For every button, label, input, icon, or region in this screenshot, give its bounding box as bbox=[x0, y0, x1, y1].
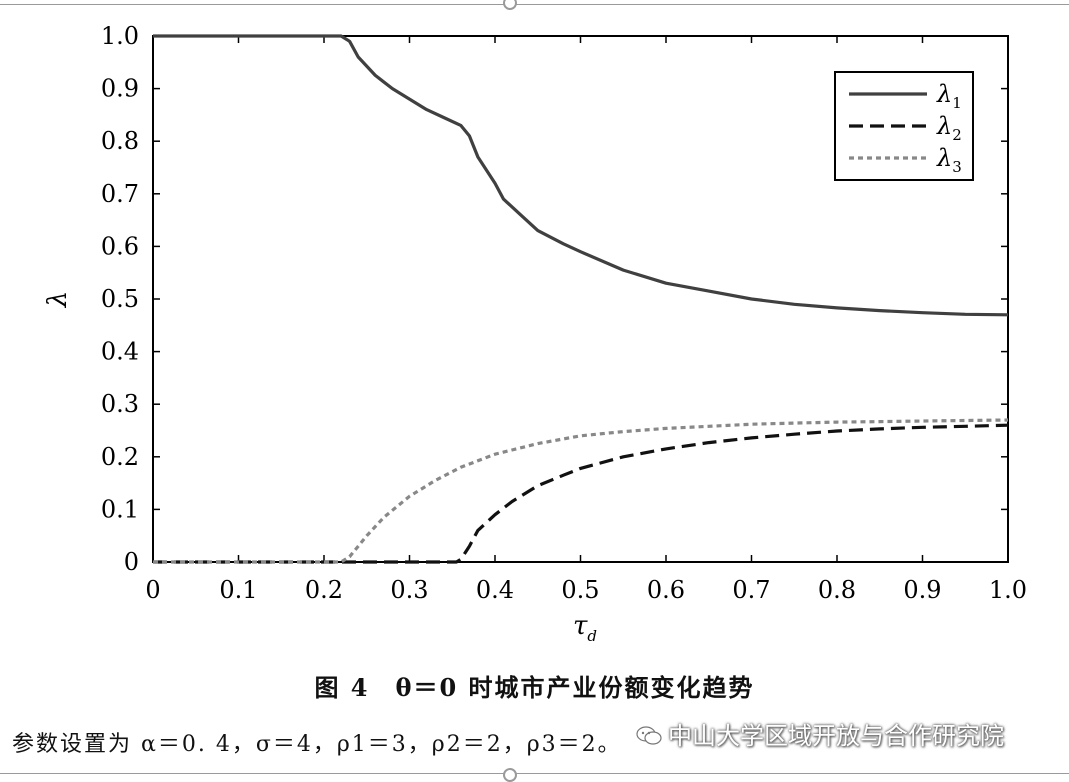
y-tick-label: 0.9 bbox=[101, 75, 139, 103]
parameter-note: 参数设置为 α＝0. 4，σ＝4，ρ1＝3，ρ2＝2，ρ3＝2。 bbox=[12, 732, 622, 757]
watermark: 中山大学区域开放与合作研究院 bbox=[636, 716, 1004, 751]
y-tick-label: 0.6 bbox=[101, 232, 139, 260]
x-tick-label: 1.0 bbox=[989, 576, 1027, 604]
y-tick-label: 0.4 bbox=[101, 338, 139, 366]
series-line-2 bbox=[153, 423, 1009, 564]
y-tick-label: 0.1 bbox=[101, 495, 139, 523]
y-axis-ticks: 0 0.1 0.2 0.3 0.4 0.5 0.6 0.7 0.8 0.9 1.0 bbox=[101, 22, 1008, 576]
wechat-icon bbox=[636, 726, 662, 745]
line-chart: 0 0.1 0.2 0.3 0.4 0.5 0.6 0.7 0.8 0.9 1.0 00.10.20… bbox=[43, 22, 1027, 645]
x-tick-label: 0.1 bbox=[219, 576, 257, 604]
x-axis-label: τd bbox=[573, 611, 597, 645]
frame-top-border bbox=[0, 4, 1069, 5]
legend-label-2: λ2 bbox=[936, 112, 962, 144]
x-tick-label: 0.7 bbox=[732, 576, 770, 604]
series-line-1 bbox=[153, 34, 1009, 317]
y-tick-label: 0 bbox=[124, 548, 139, 576]
y-tick-label: 1.0 bbox=[101, 22, 139, 50]
x-tick-label: 0 bbox=[145, 576, 160, 604]
x-tick-label: 0.3 bbox=[390, 576, 428, 604]
y-tick-label: 0.7 bbox=[101, 180, 139, 208]
watermark-text: 中山大学区域开放与合作研究院 bbox=[668, 722, 1004, 750]
x-tick-label: 0.2 bbox=[305, 576, 343, 604]
y-tick-label: 0.2 bbox=[101, 443, 139, 471]
y-tick-label: 0.3 bbox=[101, 390, 139, 418]
y-tick-label: 0.5 bbox=[101, 285, 139, 313]
x-tick-label: 0.5 bbox=[561, 576, 599, 604]
resize-handle-top[interactable] bbox=[503, 0, 517, 10]
x-tick-label: 0.6 bbox=[647, 576, 685, 604]
figure-caption: 图 4 θ＝0 时城市产业份额变化趋势 bbox=[314, 673, 755, 702]
x-tick-label: 0.8 bbox=[818, 576, 856, 604]
x-tick-label: 0.9 bbox=[903, 576, 941, 604]
x-tick-label: 0.4 bbox=[476, 576, 514, 604]
legend-label-3: λ3 bbox=[936, 144, 962, 176]
series-layer bbox=[153, 34, 1009, 564]
series-line-3 bbox=[153, 418, 1009, 564]
legend-label-1: λ1 bbox=[936, 80, 962, 112]
x-axis-ticks: 0 0.1 0.2 0.3 0.4 0.5 0.6 0.7 0.8 0.9 1.0 bbox=[145, 36, 1027, 604]
y-tick-label: 0.8 bbox=[101, 127, 139, 155]
resize-handle-bottom[interactable] bbox=[503, 768, 517, 782]
frame-bottom-border bbox=[0, 773, 1069, 774]
y-axis-label: λ bbox=[43, 291, 73, 308]
